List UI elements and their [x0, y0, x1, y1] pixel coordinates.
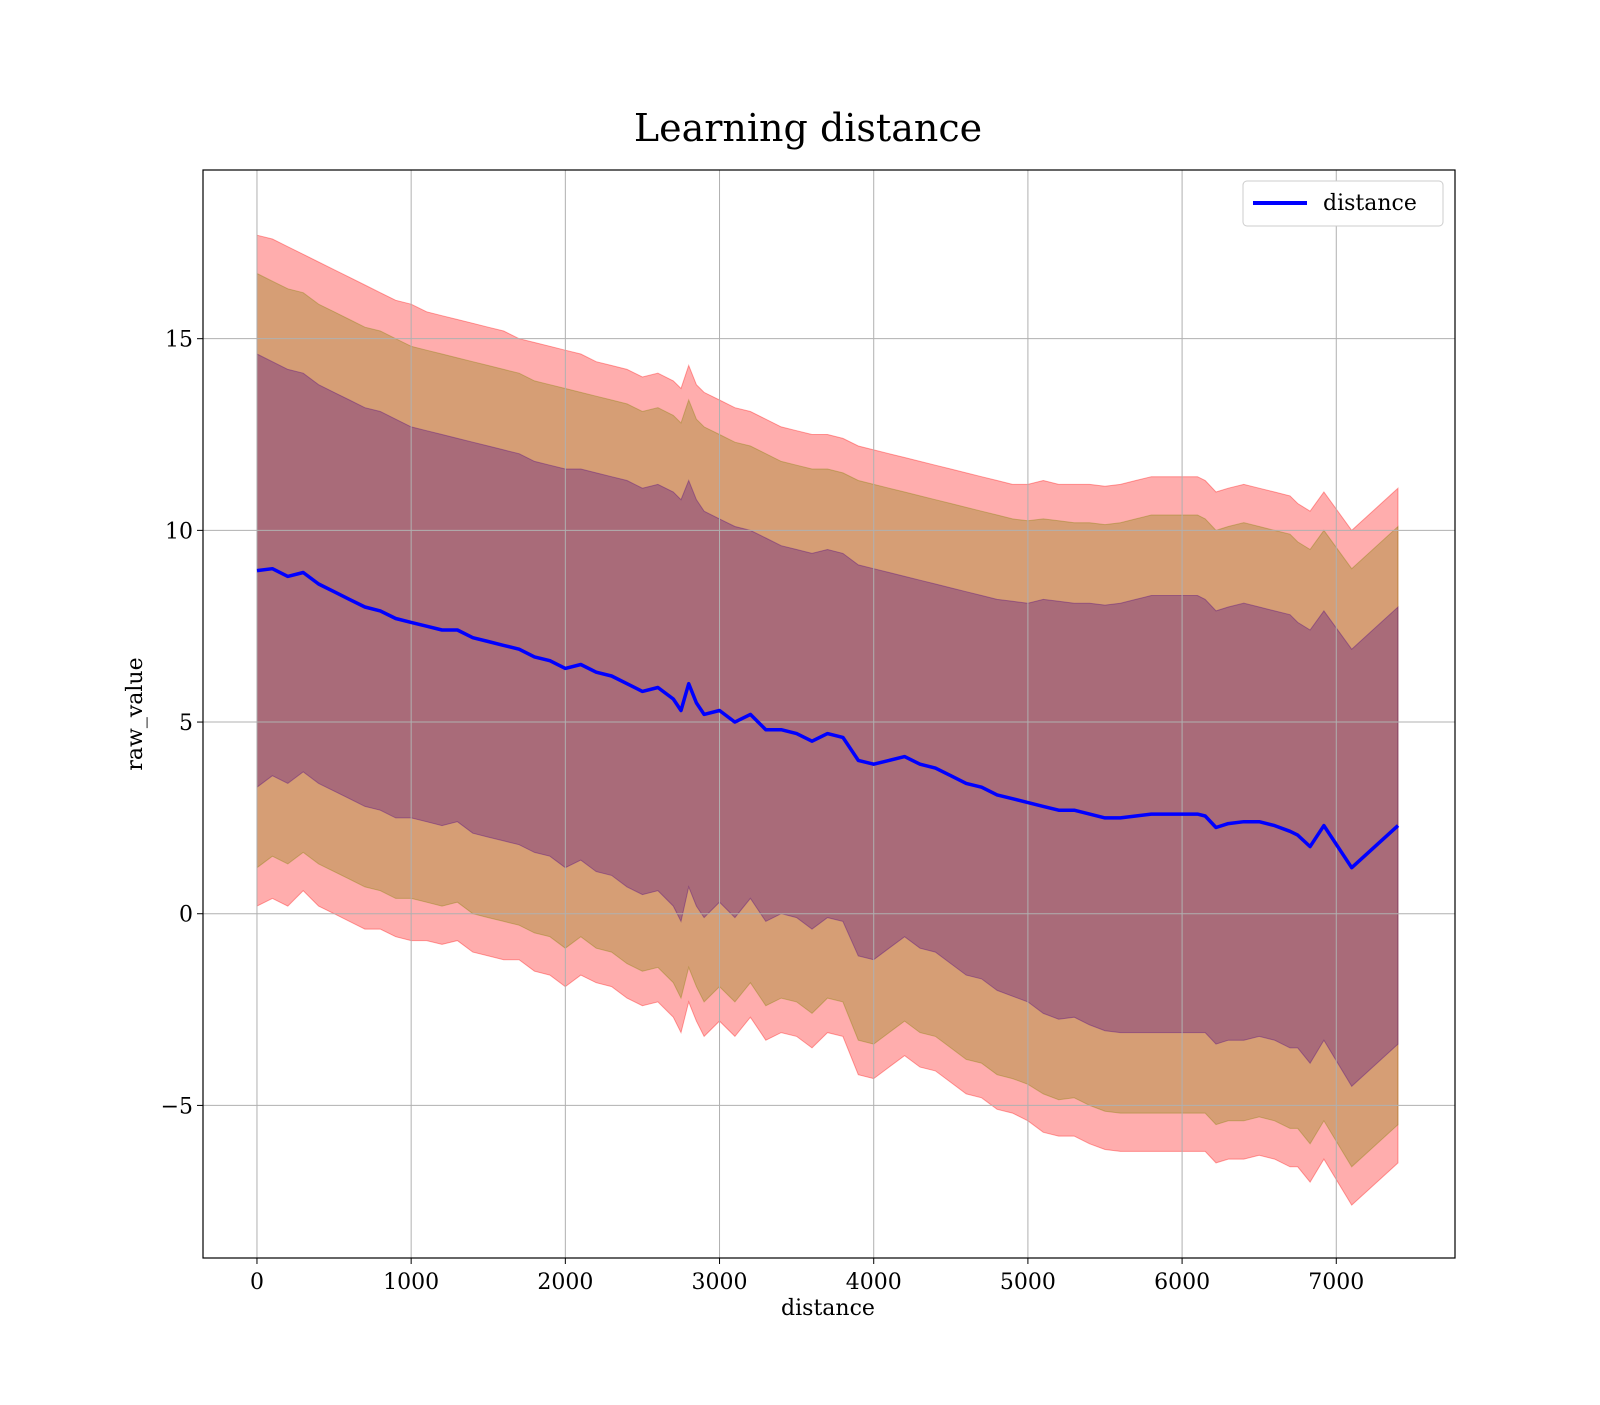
- x-tick-label: 6000: [1154, 1270, 1210, 1295]
- chart-title: Learning distance: [634, 106, 982, 150]
- x-tick-label: 3000: [692, 1270, 748, 1295]
- y-axis-title: raw_value: [123, 657, 148, 770]
- x-axis-title: distance: [781, 1296, 875, 1321]
- x-tick-label: 5000: [1000, 1270, 1056, 1295]
- x-tick-label: 2000: [537, 1270, 593, 1295]
- y-tick-label: −5: [161, 1094, 193, 1119]
- x-tick-label: 0: [250, 1270, 264, 1295]
- y-tick-label: 5: [179, 711, 193, 736]
- y-tick-label: 0: [179, 903, 193, 928]
- legend-label: distance: [1323, 191, 1417, 216]
- x-tick-label: 7000: [1308, 1270, 1364, 1295]
- y-tick-label: 10: [165, 519, 193, 544]
- y-tick-label: 15: [165, 328, 193, 353]
- legend: distance: [1243, 181, 1443, 226]
- x-tick-label: 1000: [383, 1270, 439, 1295]
- x-tick-label: 4000: [846, 1270, 902, 1295]
